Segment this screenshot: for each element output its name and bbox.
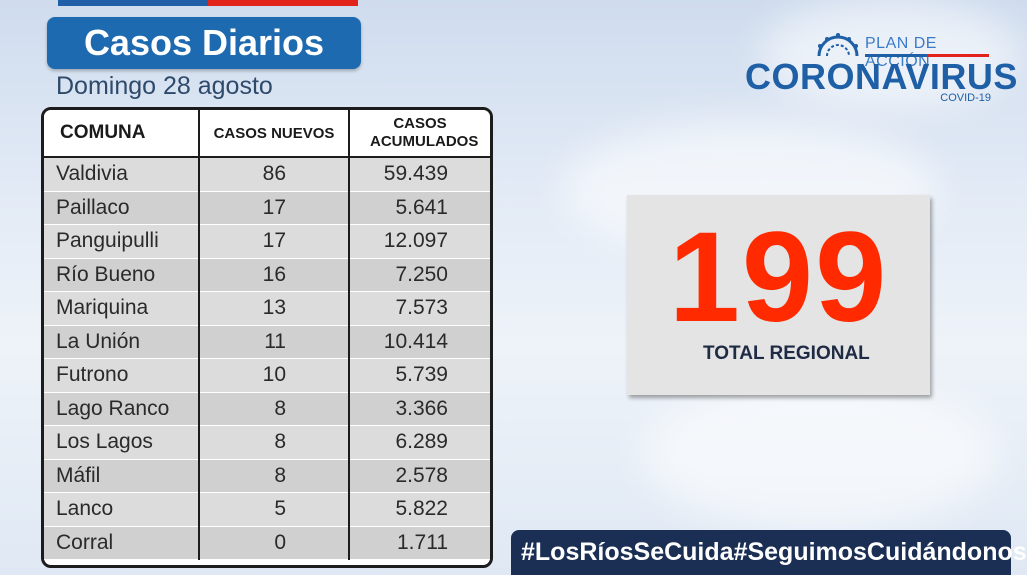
casos-acumulados-cell: 7.573 — [349, 291, 490, 326]
casos-acumulados-cell: 2.578 — [349, 459, 490, 493]
casos-nuevos-cell: 8 — [199, 425, 350, 460]
header-casos-acumulados-label: CASOS ACUMULADOS — [370, 115, 479, 150]
casos-nuevos-cell: 16 — [199, 258, 350, 292]
header-casos-nuevos: CASOS NUEVOS — [199, 110, 350, 158]
comuna-cell: La Unión — [44, 325, 200, 359]
casos-nuevos-cell: 17 — [199, 191, 350, 225]
comuna-cell: Corral — [44, 526, 200, 560]
comuna-cell: Los Lagos — [44, 425, 200, 460]
total-regional-label: TOTAL REGIONAL — [703, 343, 870, 364]
comuna-cell: Mariquina — [44, 291, 200, 326]
coronavirus-plan-logo: PLAN DE ACCIÓN CORONAVIRUS COVID-19 — [745, 30, 1017, 105]
casos-nuevos-cell: 86 — [199, 157, 350, 192]
logo-plan-text: PLAN DE ACCIÓN — [865, 35, 937, 70]
casos-acumulados-cell: 7.250 — [349, 258, 490, 292]
page-subtitle: Domingo 28 agosto — [56, 72, 273, 100]
casos-acumulados-cell: 1.711 — [349, 526, 490, 560]
casos-nuevos-cell: 10 — [199, 358, 350, 393]
hashtag-banner: #LosRíosSeCuida #SeguimosCuidándonos — [511, 530, 1027, 575]
comuna-cell: Paillaco — [44, 191, 200, 225]
table-row: Los Lagos 8 6.289 — [44, 425, 490, 460]
casos-acumulados-cell: 3.366 — [349, 392, 490, 426]
table-row: Valdivia 86 59.439 — [44, 157, 490, 192]
table-row: Futrono 10 5.739 — [44, 358, 490, 393]
casos-acumulados-cell: 5.739 — [349, 358, 490, 393]
table-row: La Unión 11 10.414 — [44, 325, 490, 359]
comuna-cell: Río Bueno — [44, 258, 200, 292]
comuna-cell: Futrono — [44, 358, 200, 393]
casos-acumulados-cell: 59.439 — [349, 157, 490, 192]
casos-nuevos-cell: 0 — [199, 526, 350, 560]
casos-acumulados-cell: 6.289 — [349, 425, 490, 460]
casos-nuevos-cell: 11 — [199, 325, 350, 359]
comuna-cell: Máfil — [44, 459, 200, 493]
casos-nuevos-cell: 8 — [199, 459, 350, 493]
total-regional-card: 199 TOTAL REGIONAL — [627, 195, 930, 395]
casos-acumulados-cell: 5.822 — [349, 492, 490, 527]
comuna-cell: Valdivia — [44, 157, 200, 192]
table-row: Paillaco 17 5.641 — [44, 191, 490, 225]
table-row: Lago Ranco 8 3.366 — [44, 392, 490, 426]
table-row: Mariquina 13 7.573 — [44, 291, 490, 326]
flag-stripe — [58, 0, 358, 6]
casos-nuevos-cell: 13 — [199, 291, 350, 326]
table-row: Máfil 8 2.578 — [44, 459, 490, 493]
sun-emblem-icon — [817, 33, 859, 56]
table-row: Río Bueno 16 7.250 — [44, 258, 490, 292]
header-comuna: COMUNA — [44, 110, 200, 158]
table-header-row: COMUNA CASOS NUEVOS CASOS ACUMULADOS — [44, 110, 490, 158]
logo-flag-line — [865, 54, 989, 57]
table-row: Corral 0 1.711 — [44, 526, 490, 560]
casos-nuevos-cell: 5 — [199, 492, 350, 527]
casos-nuevos-cell: 8 — [199, 392, 350, 426]
comuna-cell: Lanco — [44, 492, 200, 527]
header-casos-acumulados: CASOS ACUMULADOS — [349, 110, 490, 158]
page-title: Casos Diarios — [47, 17, 361, 69]
casos-acumulados-cell: 12.097 — [349, 224, 490, 259]
logo-coronavirus-text: CORONAVIRUS — [745, 56, 1018, 97]
table-row: Panguipulli 17 12.097 — [44, 224, 490, 259]
hashtag-los-rios: #LosRíosSeCuida — [521, 538, 734, 566]
logo-covid-text: COVID-19 — [940, 92, 991, 104]
casos-nuevos-cell: 17 — [199, 224, 350, 259]
hashtag-seguimos: #SeguimosCuidándonos — [733, 538, 1027, 566]
table-row: Lanco 5 5.822 — [44, 492, 490, 527]
casos-acumulados-cell: 5.641 — [349, 191, 490, 225]
casos-acumulados-cell: 10.414 — [349, 325, 490, 359]
comuna-cell: Panguipulli — [44, 224, 200, 259]
total-regional-value: 199 — [668, 206, 889, 349]
comuna-cell: Lago Ranco — [44, 392, 200, 426]
cases-table: COMUNA CASOS NUEVOS CASOS ACUMULADOS Val… — [41, 107, 493, 568]
